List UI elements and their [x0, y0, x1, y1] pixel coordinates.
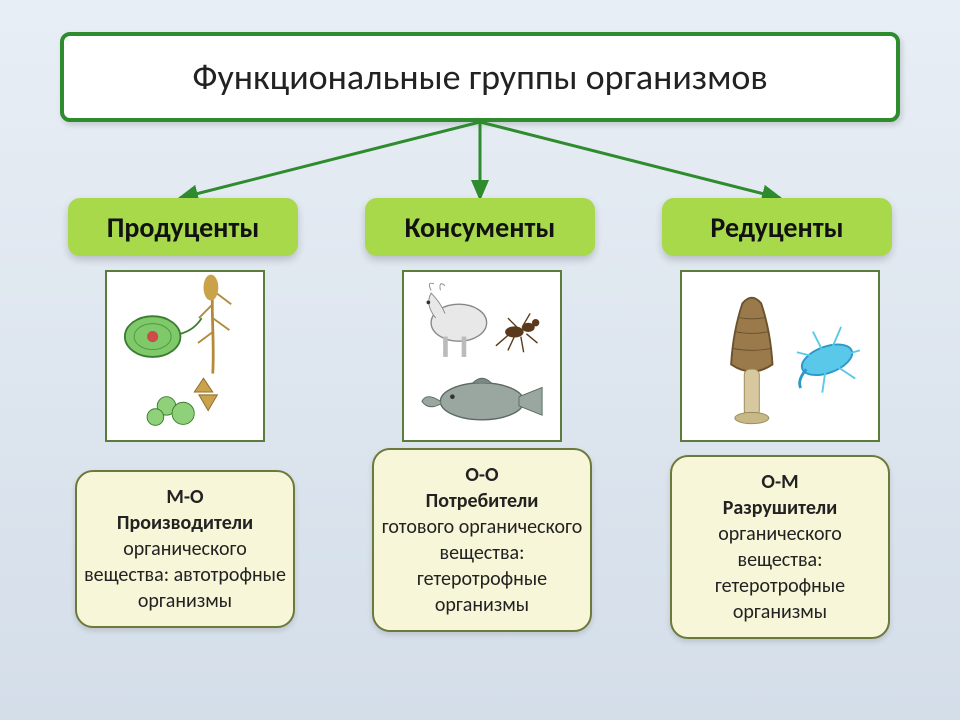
- image-producers: [105, 270, 265, 442]
- desc-role: Разрушители: [678, 495, 882, 521]
- desc-code: О-О: [380, 462, 584, 488]
- image-reducers: [680, 270, 880, 442]
- image-consumers: [402, 270, 562, 442]
- desc-rest: готового органического вещества: гетерот…: [380, 514, 584, 618]
- title-box: Функциональные группы организмов: [60, 32, 900, 122]
- desc-producers: М-О Производители органического вещества…: [75, 470, 295, 628]
- title-text: Функциональные группы организмов: [192, 55, 767, 99]
- category-consumers: Консументы: [365, 198, 595, 256]
- category-label: Редуценты: [710, 210, 843, 245]
- category-label: Консументы: [405, 210, 556, 245]
- desc-code: М-О: [83, 484, 287, 510]
- desc-code: О-М: [678, 469, 882, 495]
- desc-role: Потребители: [380, 488, 584, 514]
- category-reducers: Редуценты: [662, 198, 892, 256]
- desc-role: Производители: [83, 510, 287, 536]
- desc-rest: органического вещества: гетеротрофные ор…: [678, 521, 882, 625]
- category-label: Продуценты: [107, 210, 260, 245]
- desc-rest: органического вещества: автотрофные орга…: [83, 536, 287, 614]
- category-producers: Продуценты: [68, 198, 298, 256]
- desc-consumers: О-О Потребители готового органического в…: [372, 448, 592, 632]
- desc-reducers: О-М Разрушители органического вещества: …: [670, 455, 890, 639]
